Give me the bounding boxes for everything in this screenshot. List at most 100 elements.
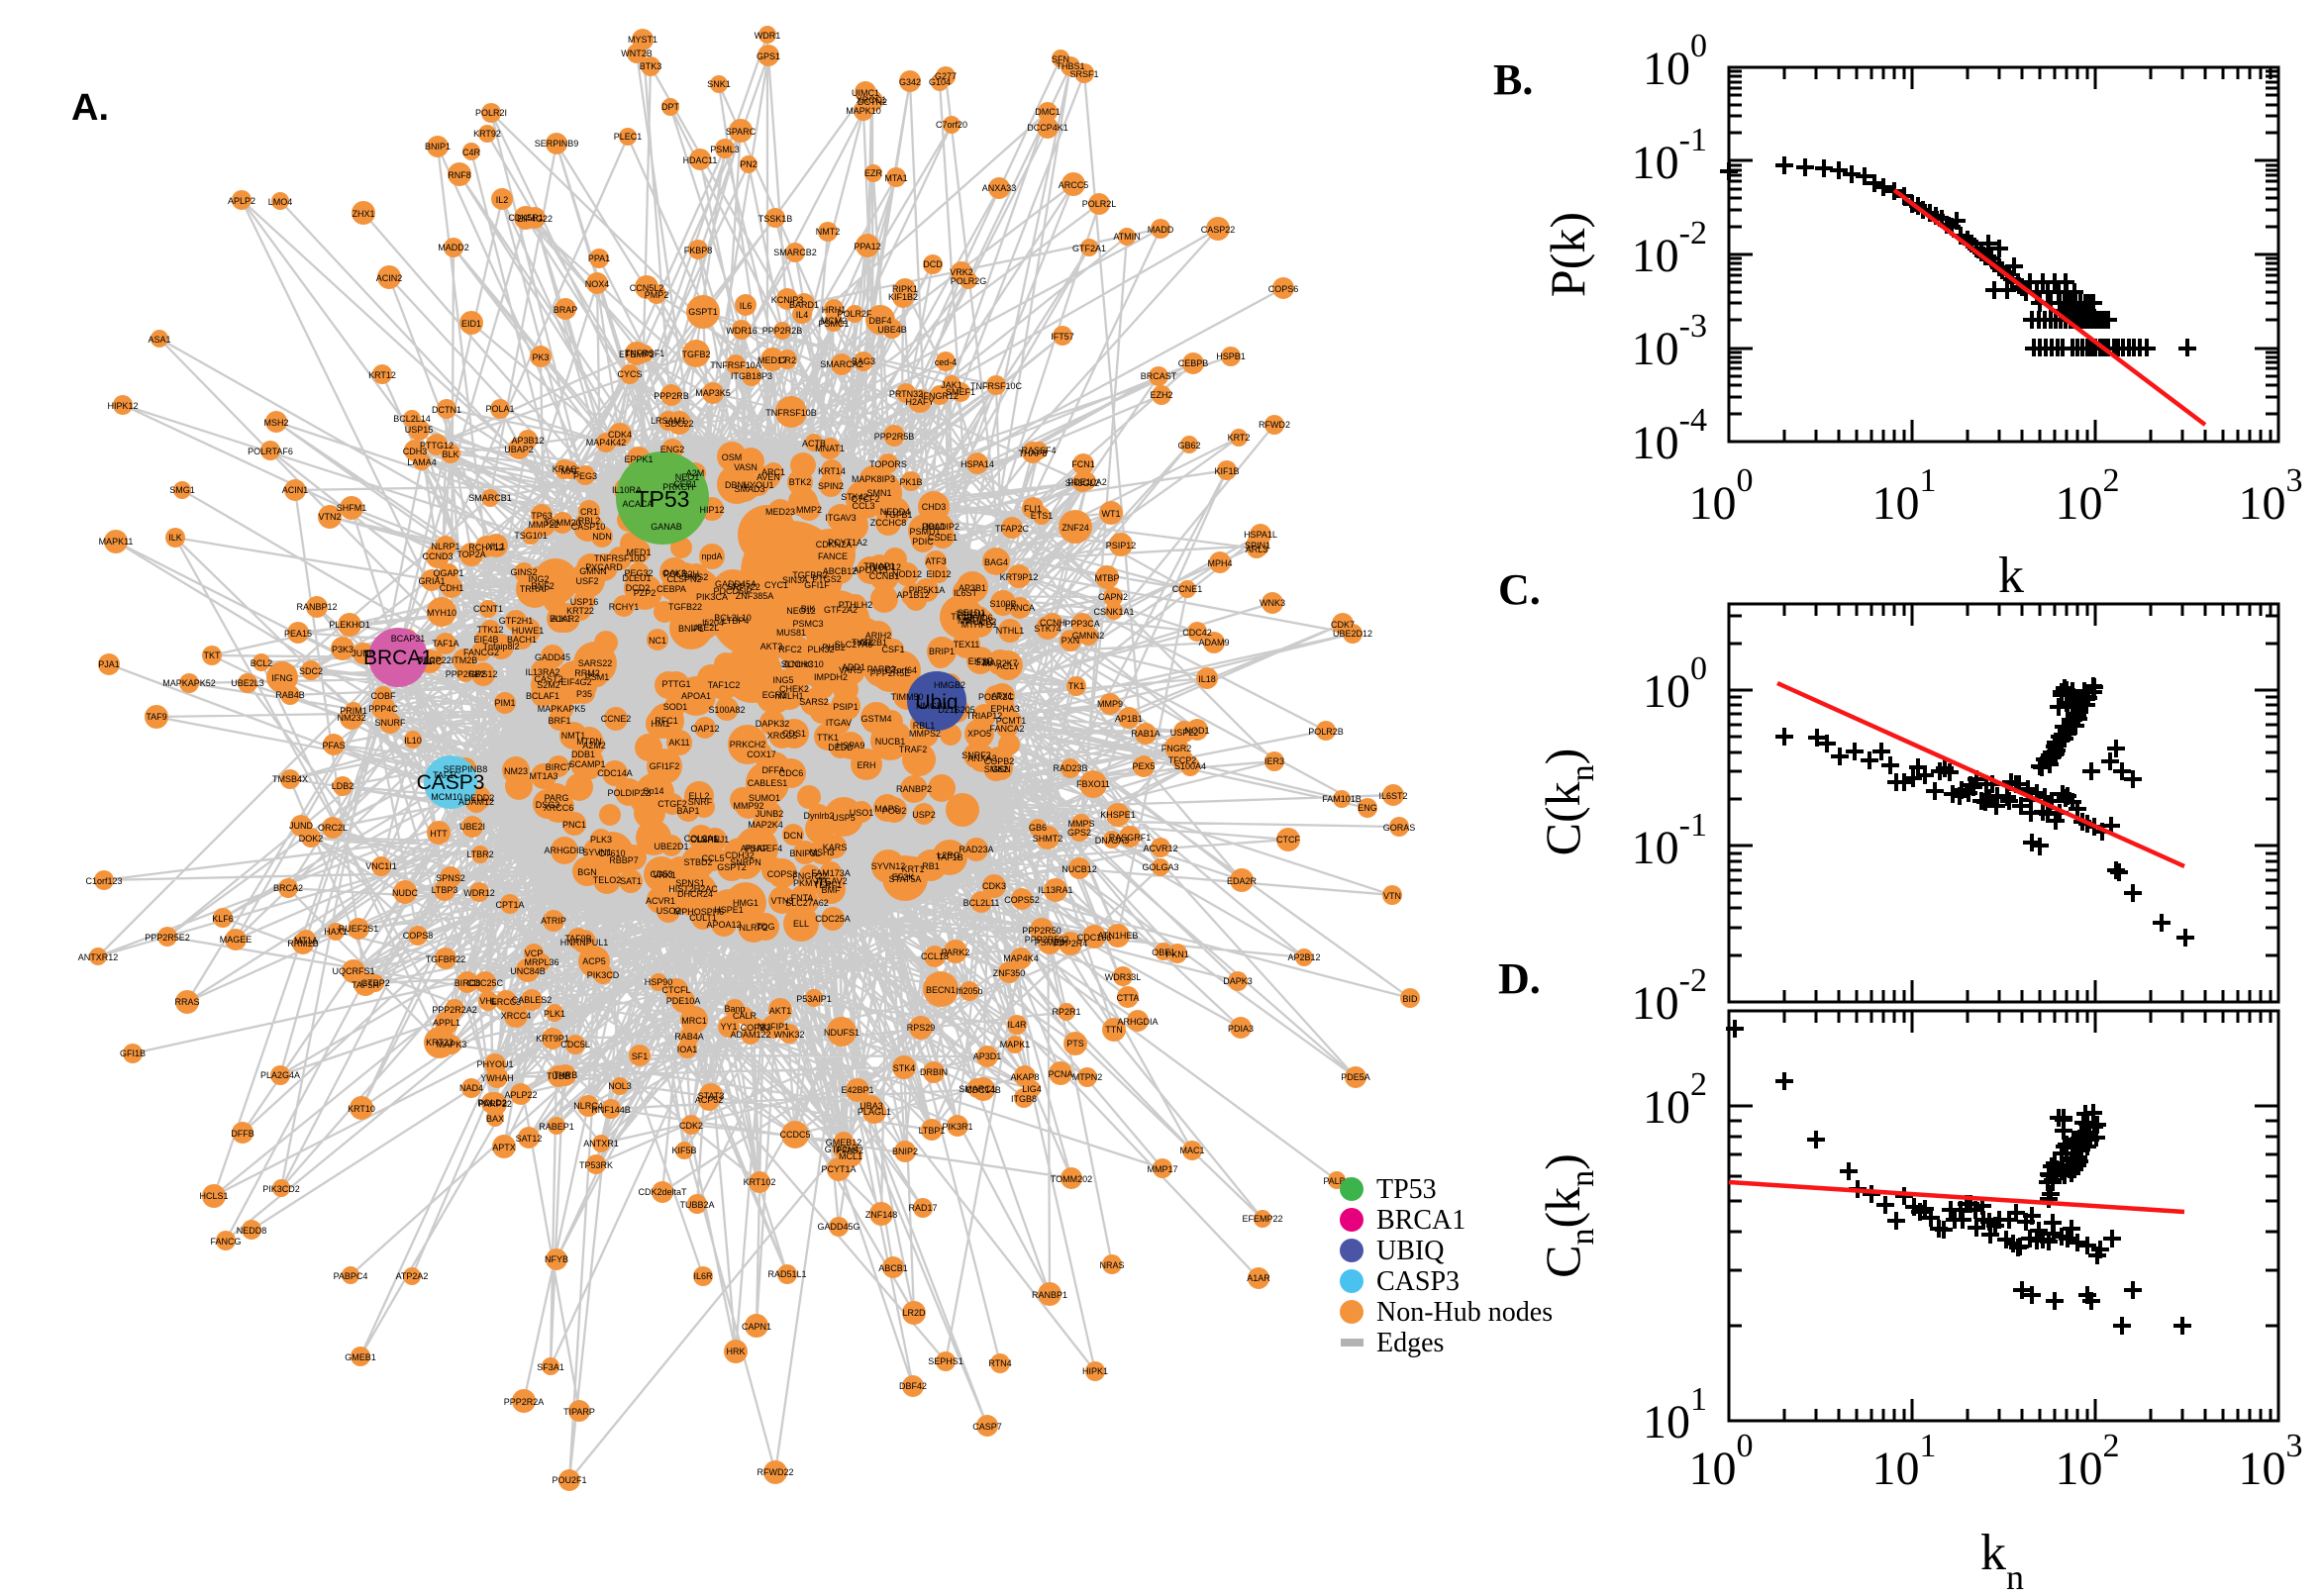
- svg-text:BARD1: BARD1: [789, 300, 819, 310]
- svg-text:CR2: CR2: [778, 355, 796, 365]
- svg-text:PIK3CA: PIK3CA: [696, 592, 728, 602]
- svg-text:SMAD3: SMAD3: [734, 484, 764, 494]
- svg-text:MMPS: MMPS: [1068, 819, 1095, 829]
- svg-text:NTHL1: NTHL1: [996, 626, 1025, 636]
- svg-text:CDH1: CDH1: [440, 583, 464, 593]
- svg-text:CDC25C: CDC25C: [467, 978, 504, 988]
- svg-text:CEBPB: CEBPB: [1178, 358, 1209, 368]
- svg-text:VARS: VARS: [839, 665, 862, 675]
- svg-text:A1AR2: A1AR2: [552, 614, 580, 624]
- svg-text:IL10: IL10: [404, 736, 422, 746]
- svg-text:CDKN2A: CDKN2A: [816, 540, 853, 549]
- svg-text:KRT102: KRT102: [744, 1177, 776, 1187]
- svg-text:PEA15: PEA15: [284, 629, 312, 639]
- svg-text:CDH32: CDH32: [725, 850, 755, 860]
- svg-text:AP2B12: AP2B12: [1287, 952, 1320, 962]
- svg-text:NUCB2: NUCB2: [966, 617, 997, 627]
- svg-text:SLNtrk3: SLNtrk3: [781, 659, 814, 669]
- svg-text:DOK2: DOK2: [299, 834, 324, 844]
- svg-text:CDK2deltaT: CDK2deltaT: [638, 1187, 687, 1197]
- svg-text:LTBP1: LTBP1: [919, 1126, 946, 1136]
- svg-text:ENG: ENG: [1358, 803, 1377, 813]
- svg-text:ELK1: ELK1: [550, 614, 571, 624]
- svg-text:COPS8: COPS8: [403, 931, 434, 941]
- svg-text:PALB2: PALB2: [1323, 1176, 1350, 1186]
- svg-text:BRCA1: BRCA1: [1376, 1205, 1465, 1236]
- svg-text:CDC166: CDC166: [1077, 933, 1112, 943]
- svg-text:ENG2: ENG2: [660, 445, 685, 454]
- svg-text:RASSF4: RASSF4: [1021, 446, 1056, 455]
- svg-text:SMARCB1: SMARCB1: [468, 493, 512, 503]
- svg-text:LR2D: LR2D: [902, 1308, 926, 1318]
- svg-text:ZNF148: ZNF148: [865, 1210, 898, 1220]
- svg-text:CSF1: CSF1: [881, 645, 904, 654]
- svg-text:VHL: VHL: [479, 996, 497, 1006]
- svg-text:ANTXR12: ANTXR12: [78, 952, 119, 962]
- svg-text:HYOU1: HYOU1: [743, 480, 773, 490]
- svg-text:ADAM122: ADAM122: [730, 1030, 770, 1040]
- svg-text:ARHGEF4: ARHGEF4: [741, 844, 783, 853]
- svg-text:SLC27A62: SLC27A62: [785, 898, 829, 908]
- svg-text:AP1B12: AP1B12: [896, 590, 929, 600]
- svg-text:MED23: MED23: [765, 507, 795, 517]
- svg-text:EZR: EZR: [864, 168, 883, 178]
- svg-text:EIF3F: EIF3F: [968, 656, 993, 666]
- svg-text:ced-4: ced-4: [935, 357, 958, 367]
- svg-text:JUNB: JUNB: [352, 648, 375, 658]
- svg-text:IL4R: IL4R: [1007, 1020, 1027, 1030]
- svg-text:NUCB12: NUCB12: [1061, 864, 1097, 874]
- svg-text:TUBB2A: TUBB2A: [679, 1200, 714, 1210]
- svg-text:CASP10: CASP10: [571, 522, 606, 532]
- svg-text:CDK2: CDK2: [679, 1121, 703, 1131]
- svg-text:KRAS: KRAS: [553, 464, 577, 474]
- svg-text:DEDD2: DEDD2: [464, 793, 495, 803]
- svg-text:Ubiq: Ubiq: [915, 691, 958, 714]
- svg-text:CDC5L: CDC5L: [560, 1040, 590, 1049]
- svg-text:PDE10A2: PDE10A2: [1067, 477, 1107, 487]
- svg-text:PTGS2: PTGS2: [812, 574, 842, 584]
- svg-text:CASP3: CASP3: [417, 771, 485, 794]
- svg-text:STAT5A: STAT5A: [889, 874, 922, 884]
- svg-text:RAD23B: RAD23B: [1053, 763, 1087, 773]
- svg-text:D.: D.: [1498, 954, 1541, 1003]
- svg-text:BMF: BMF: [822, 885, 842, 895]
- svg-text:SNRF: SNRF: [688, 797, 713, 807]
- svg-text:MTHFD1: MTHFD1: [961, 620, 998, 630]
- svg-text:CT610: CT610: [598, 848, 625, 858]
- svg-text:CDK3: CDK3: [982, 881, 1006, 891]
- svg-text:MADD2: MADD2: [438, 243, 469, 252]
- svg-text:PSME3: PSME3: [1035, 938, 1065, 948]
- svg-text:CPT1A: CPT1A: [495, 900, 524, 910]
- svg-text:DNAJA3: DNAJA3: [1095, 836, 1130, 846]
- svg-text:PSMD1: PSMD1: [909, 527, 940, 537]
- svg-text:TGFB22: TGFB22: [668, 602, 702, 612]
- svg-text:RAB4B: RAB4B: [275, 690, 305, 700]
- svg-text:NUCB1: NUCB1: [875, 737, 906, 747]
- svg-text:IOA1: IOA1: [677, 1045, 698, 1054]
- svg-text:COPS52: COPS52: [1004, 895, 1040, 905]
- svg-text:BAG3: BAG3: [852, 356, 875, 366]
- svg-text:PPP2R50: PPP2R50: [1022, 926, 1061, 936]
- svg-text:CHEK2: CHEK2: [779, 684, 809, 694]
- svg-text:UBE2D12: UBE2D12: [1333, 629, 1372, 639]
- svg-text:TAF1A: TAF1A: [432, 639, 458, 648]
- svg-text:QGAP1: QGAP1: [433, 568, 463, 578]
- svg-text:MCM10: MCM10: [431, 792, 462, 802]
- svg-text:PPP4C: PPP4C: [368, 704, 398, 714]
- svg-text:GB6: GB6: [1029, 823, 1047, 833]
- svg-text:POLD2: POLD2: [477, 1098, 507, 1108]
- svg-text:PZP2: PZP2: [634, 588, 656, 598]
- svg-text:PLEC1: PLEC1: [614, 132, 643, 142]
- svg-text:XRCC6: XRCC6: [544, 803, 574, 813]
- svg-text:PPP2R4: PPP2R4: [1054, 939, 1088, 948]
- svg-text:NUDC: NUDC: [392, 888, 418, 898]
- svg-text:HSPA14: HSPA14: [960, 459, 994, 469]
- svg-text:TEX11: TEX11: [954, 640, 980, 649]
- svg-text:MAP4K42: MAP4K42: [586, 438, 627, 448]
- svg-text:NLRP2: NLRP2: [739, 923, 767, 933]
- svg-text:PPA1: PPA1: [588, 253, 610, 263]
- svg-text:SFN: SFN: [1052, 54, 1069, 64]
- svg-text:APTX: APTX: [492, 1143, 516, 1152]
- svg-text:SMN1: SMN1: [866, 488, 891, 498]
- svg-text:PLK3: PLK3: [590, 835, 612, 845]
